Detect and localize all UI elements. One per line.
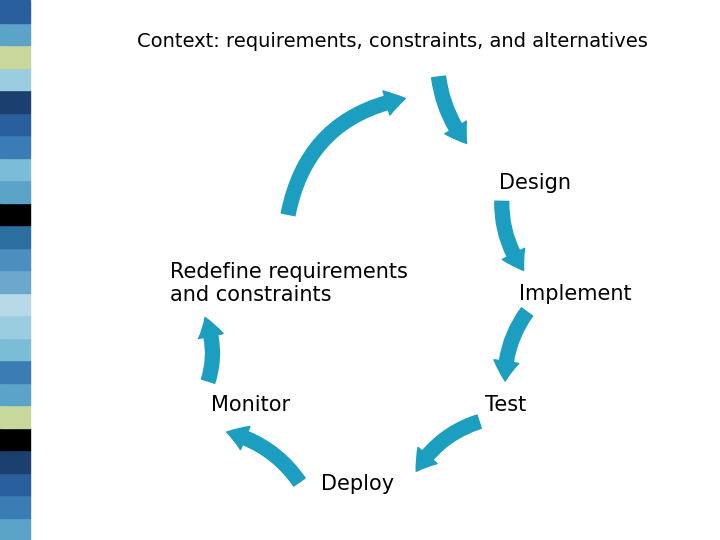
FancyArrowPatch shape: [282, 91, 405, 215]
Text: Redefine requirements
and constraints: Redefine requirements and constraints: [171, 261, 408, 305]
Text: Deploy: Deploy: [321, 474, 395, 494]
FancyArrowPatch shape: [495, 201, 525, 271]
Text: Design: Design: [498, 173, 570, 193]
Text: Monitor: Monitor: [210, 395, 289, 415]
Text: Implement: Implement: [518, 284, 631, 304]
FancyArrowPatch shape: [432, 76, 467, 144]
Text: Test: Test: [485, 395, 526, 415]
FancyArrowPatch shape: [199, 318, 223, 383]
FancyArrowPatch shape: [416, 415, 481, 471]
FancyArrowPatch shape: [494, 308, 533, 381]
Text: Context: requirements, constraints, and alternatives: Context: requirements, constraints, and …: [137, 32, 648, 51]
FancyArrowPatch shape: [227, 427, 305, 486]
